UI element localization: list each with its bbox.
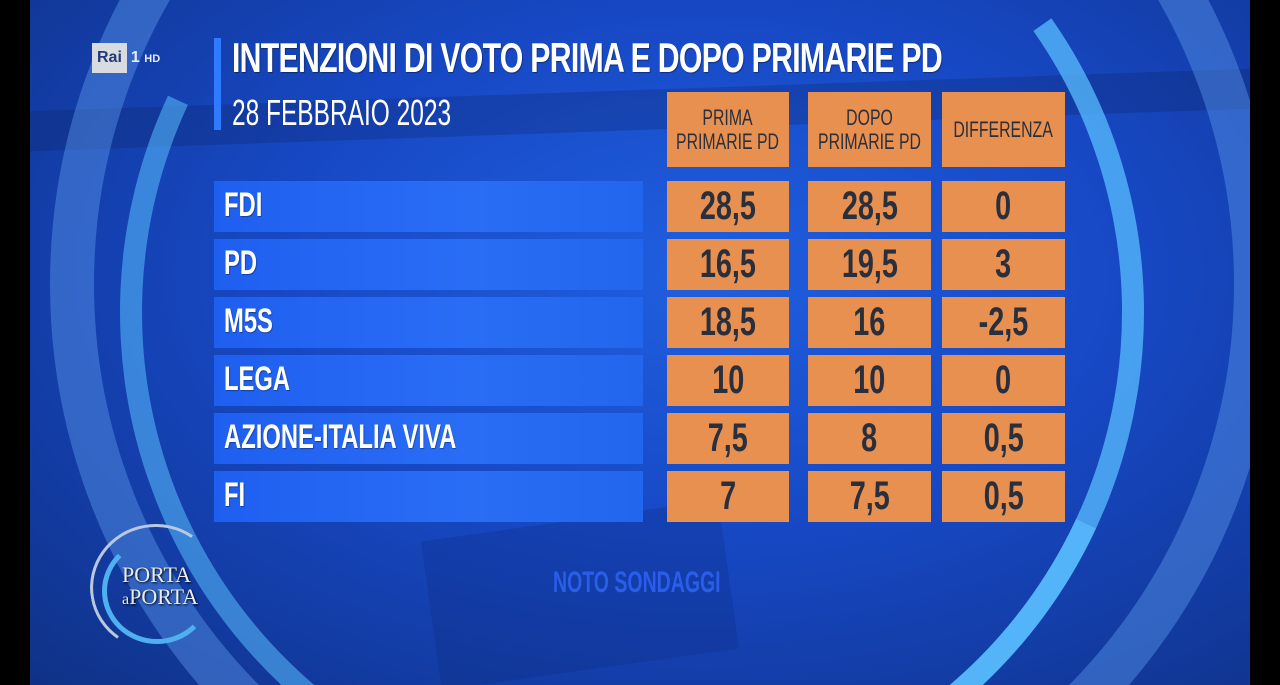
value-dopo: 16 bbox=[808, 297, 931, 348]
column-header-dopo: DOPO PRIMARIE PD bbox=[808, 92, 931, 167]
value-diff: 0,5 bbox=[942, 471, 1065, 522]
value-text: 19,5 bbox=[841, 242, 898, 286]
column-header-line: PRIMA bbox=[702, 104, 754, 130]
value-text: 16,5 bbox=[699, 242, 757, 286]
party-name: M5S bbox=[224, 302, 273, 340]
party-label: FI bbox=[214, 471, 643, 522]
value-text: 18,5 bbox=[699, 300, 757, 344]
value-text: 0 bbox=[995, 184, 1012, 228]
value-text: 28,5 bbox=[699, 184, 757, 228]
show-logo: PORTA aPORTA bbox=[80, 513, 230, 661]
party-name: LEGA bbox=[224, 360, 291, 398]
value-text: 0 bbox=[995, 358, 1012, 402]
title-accent-bar bbox=[214, 38, 221, 130]
page-date: 28 FEBBRAIO 2023 bbox=[232, 92, 452, 133]
value-text: 16 bbox=[853, 300, 886, 344]
value-text: 0,5 bbox=[983, 416, 1024, 460]
value-text: 10 bbox=[711, 358, 745, 402]
value-text: -2,5 bbox=[978, 300, 1029, 344]
column-header-line: DIFFERENZA bbox=[953, 116, 1054, 142]
value-dopo: 7,5 bbox=[808, 471, 931, 522]
show-logo-line1: PORTA bbox=[122, 562, 192, 587]
source-credit: NOTO SONDAGGI bbox=[553, 566, 721, 599]
logo-arc-icon bbox=[102, 538, 212, 644]
value-text: 8 bbox=[861, 416, 878, 460]
channel-number: 1 HD bbox=[131, 49, 160, 67]
value-prima: 28,5 bbox=[667, 181, 789, 232]
value-diff: 0,5 bbox=[942, 413, 1065, 464]
value-diff: 0 bbox=[942, 355, 1065, 406]
column-header-line: PRIMARIE PD bbox=[676, 128, 780, 154]
channel-number-text: 1 bbox=[130, 49, 140, 66]
party-label: LEGA bbox=[214, 355, 643, 406]
value-text: 7,5 bbox=[707, 416, 749, 460]
value-text: 10 bbox=[853, 358, 886, 402]
party-label: PD bbox=[214, 239, 643, 290]
value-text: 28,5 bbox=[841, 184, 898, 228]
party-name: AZIONE-ITALIA VIVA bbox=[224, 418, 457, 456]
column-header-line: PRIMARIE PD bbox=[818, 128, 921, 154]
channel-suffix: HD bbox=[144, 53, 161, 65]
party-name: FDI bbox=[224, 186, 263, 224]
value-dopo: 19,5 bbox=[808, 239, 931, 290]
value-prima: 7,5 bbox=[667, 413, 789, 464]
value-diff: 0 bbox=[942, 181, 1065, 232]
value-text: 7 bbox=[719, 474, 737, 518]
page-title: INTENZIONI DI VOTO PRIMA E DOPO PRIMARIE… bbox=[232, 34, 943, 81]
value-prima: 16,5 bbox=[667, 239, 789, 290]
rai-brand: Rai bbox=[92, 43, 127, 73]
column-header-line: DOPO bbox=[846, 104, 893, 130]
value-text: 3 bbox=[995, 242, 1012, 286]
value-prima: 18,5 bbox=[667, 297, 789, 348]
channel-logo: Rai 1 HD bbox=[92, 43, 160, 73]
column-header-prima: PRIMA PRIMARIE PD bbox=[667, 92, 789, 167]
value-text: 0,5 bbox=[983, 474, 1024, 518]
value-diff: 3 bbox=[942, 239, 1065, 290]
value-prima: 7 bbox=[667, 471, 789, 522]
show-logo-line2: PORTA bbox=[129, 584, 199, 609]
party-label: AZIONE-ITALIA VIVA bbox=[214, 413, 643, 464]
value-dopo: 10 bbox=[808, 355, 931, 406]
party-name: FI bbox=[224, 476, 246, 514]
value-dopo: 28,5 bbox=[808, 181, 931, 232]
party-label: M5S bbox=[214, 297, 643, 348]
column-header-differenza: DIFFERENZA bbox=[942, 92, 1065, 167]
value-dopo: 8 bbox=[808, 413, 931, 464]
show-logo-text: PORTA aPORTA bbox=[122, 564, 198, 611]
party-label: FDI bbox=[214, 181, 643, 232]
value-text: 7,5 bbox=[849, 474, 890, 518]
value-diff: -2,5 bbox=[942, 297, 1065, 348]
show-logo-prefix: a bbox=[122, 591, 130, 608]
party-name: PD bbox=[224, 244, 258, 282]
value-prima: 10 bbox=[667, 355, 789, 406]
